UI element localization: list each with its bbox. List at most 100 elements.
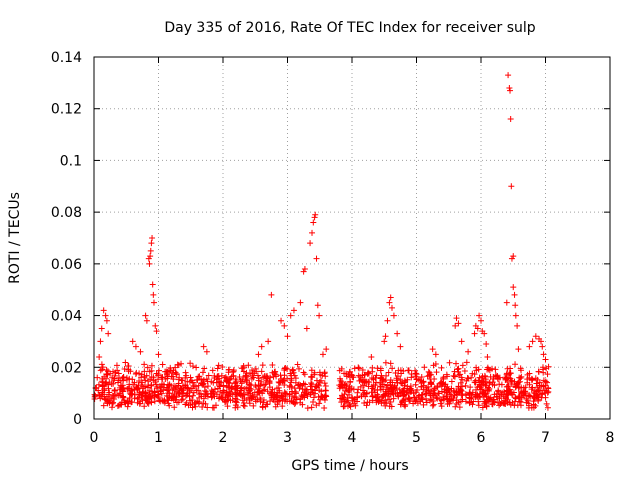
data-point	[125, 398, 132, 405]
data-point	[322, 373, 329, 380]
data-point	[186, 378, 193, 385]
data-point	[278, 317, 285, 324]
data-point	[99, 383, 106, 390]
data-point	[425, 368, 432, 375]
data-point	[281, 381, 288, 388]
data-point	[150, 299, 157, 306]
data-point	[465, 348, 472, 355]
data-point	[167, 364, 174, 371]
data-point	[517, 375, 524, 382]
data-point	[144, 384, 151, 391]
data-point	[297, 299, 304, 306]
data-point	[440, 375, 447, 382]
data-point	[193, 377, 200, 384]
data-point	[209, 367, 216, 374]
data-point	[265, 338, 272, 345]
data-point	[397, 367, 404, 374]
data-point	[489, 365, 496, 372]
data-point	[153, 328, 160, 335]
data-point	[149, 235, 156, 241]
data-point	[199, 404, 206, 411]
data-point	[175, 389, 182, 396]
data-point	[525, 404, 532, 411]
data-point	[142, 312, 149, 319]
data-point	[462, 382, 469, 389]
data-point	[540, 351, 547, 358]
data-point	[404, 383, 411, 390]
data-point	[501, 400, 508, 407]
data-point	[483, 341, 490, 348]
data-point	[136, 377, 143, 384]
data-point	[512, 312, 519, 319]
data-point	[406, 395, 413, 402]
data-point	[418, 395, 425, 402]
data-point	[311, 369, 318, 376]
data-point	[478, 378, 485, 385]
data-point	[346, 389, 353, 396]
data-point	[374, 397, 381, 404]
data-point	[426, 397, 433, 404]
data-point	[355, 364, 362, 371]
data-point	[136, 370, 143, 377]
data-point	[127, 391, 134, 398]
data-point	[248, 395, 255, 402]
data-point	[225, 384, 232, 391]
data-point	[301, 266, 308, 273]
data-point	[222, 374, 229, 381]
data-point	[237, 377, 244, 384]
data-point	[215, 378, 222, 385]
data-point	[529, 376, 536, 383]
data-point	[173, 392, 180, 399]
data-point	[243, 369, 250, 376]
data-point	[179, 396, 186, 403]
data-point	[103, 317, 110, 324]
data-point	[257, 398, 264, 405]
data-point	[412, 381, 419, 388]
data-point	[453, 315, 460, 322]
data-point	[422, 390, 429, 397]
data-point	[269, 361, 276, 368]
data-point	[134, 384, 141, 391]
data-point	[153, 370, 160, 377]
data-point	[471, 330, 478, 337]
data-point	[254, 372, 261, 379]
data-point	[452, 403, 459, 410]
data-point	[203, 376, 210, 383]
data-point	[275, 384, 282, 391]
data-point	[448, 378, 455, 385]
data-point	[96, 353, 103, 360]
data-point	[355, 372, 362, 379]
data-point	[507, 87, 514, 94]
data-point	[102, 396, 109, 403]
data-point	[507, 386, 514, 393]
data-point	[261, 382, 268, 389]
y-tick-label: 0.1	[60, 153, 82, 169]
data-point	[496, 381, 503, 388]
data-point	[389, 390, 396, 397]
data-point	[149, 281, 156, 288]
data-point	[383, 384, 390, 391]
x-tick-label: 7	[541, 430, 550, 446]
data-point	[155, 351, 162, 358]
data-point	[538, 391, 545, 398]
data-point	[195, 400, 202, 407]
data-point	[413, 376, 420, 383]
data-point	[485, 366, 492, 373]
data-point	[166, 382, 173, 389]
data-point	[492, 366, 499, 373]
data-point	[224, 403, 231, 410]
data-point	[386, 299, 393, 306]
data-point	[451, 392, 458, 399]
data-point	[517, 399, 524, 406]
data-point	[124, 403, 131, 410]
data-point	[503, 371, 510, 378]
data-point	[242, 372, 249, 379]
data-point	[95, 381, 102, 388]
data-point	[503, 299, 510, 306]
data-point	[139, 397, 146, 404]
data-point	[208, 378, 215, 385]
data-point	[399, 397, 406, 404]
data-point	[144, 399, 151, 406]
data-point	[241, 403, 248, 410]
data-point	[418, 383, 425, 390]
